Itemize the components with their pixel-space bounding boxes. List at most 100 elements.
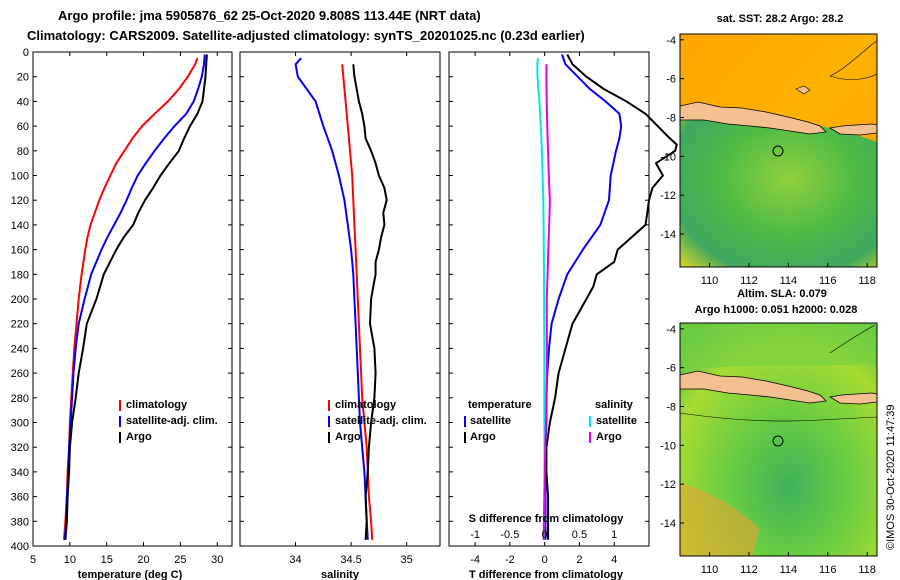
difference-profile-panel: -4 -2 0 2 4 T difference from climatology S … bbox=[448, 51, 678, 580]
x-tick-label: 30 bbox=[211, 554, 223, 566]
lat-tick-label: -10 bbox=[660, 151, 676, 163]
imos-credit: ©IMOS 30-Oct-2020 11:47:39 bbox=[885, 405, 897, 550]
y-tick-label: 240 bbox=[11, 343, 29, 355]
x-tick-label: 0 bbox=[542, 554, 548, 566]
x-tick-label: 4 bbox=[611, 554, 617, 566]
lat-tick-label: -12 bbox=[660, 190, 676, 202]
lat-tick-label: -6 bbox=[666, 74, 676, 86]
x-tick-label: 34.5 bbox=[340, 554, 361, 566]
legend-label-s-argo: Argo bbox=[596, 431, 622, 443]
lat-tick-label: -4 bbox=[666, 324, 676, 336]
y-tick-label: 280 bbox=[11, 393, 29, 405]
sst-map-axes: 110 112 114 116 118 -4 -6 -8 -10 -12 -14 bbox=[660, 35, 876, 287]
s-tick-label: -0.5 bbox=[500, 529, 519, 541]
y-tick-label: 220 bbox=[11, 319, 29, 331]
x-tick-label: 5 bbox=[30, 554, 36, 566]
temperature-line-satellite-adj-clim bbox=[63, 54, 206, 540]
sla-map: Altim. SLA: 0.079 Argo h1000: 0.051 h200… bbox=[660, 288, 878, 576]
salinity-legend: climatology satellite-adj. clim. Argo bbox=[328, 399, 427, 443]
y-tick-label: 320 bbox=[11, 442, 29, 454]
x-tick-label: 35 bbox=[401, 554, 413, 566]
depth-axis: 0 20 40 60 80 100 120 140 160 180 200 220 240 260 280 3… bbox=[11, 47, 232, 553]
x-tick-label: 10 bbox=[64, 554, 76, 566]
java-land bbox=[680, 101, 827, 135]
sst-map-frame bbox=[679, 33, 878, 268]
argo-position-marker bbox=[772, 145, 784, 157]
s-tick-label: -1 bbox=[470, 529, 480, 541]
y-tick-label: 160 bbox=[11, 245, 29, 257]
y-tick-label: 100 bbox=[11, 171, 29, 183]
lon-tick-label: 114 bbox=[780, 275, 798, 287]
x-tick-label: 15 bbox=[101, 554, 113, 566]
lon-tick-label: 118 bbox=[858, 275, 876, 287]
legend-title-salinity: salinity bbox=[595, 399, 634, 411]
bali-lombok-land bbox=[828, 123, 877, 136]
sst-map-title: sat. SST: 28.2 Argo: 28.2 bbox=[717, 13, 844, 25]
lon-tick-label: 116 bbox=[819, 564, 837, 576]
salinity-line-satellite-adj-clim bbox=[294, 57, 369, 540]
lon-tick-label: 110 bbox=[701, 275, 719, 287]
argo-position-marker bbox=[772, 435, 784, 447]
lon-tick-label: 110 bbox=[701, 564, 719, 576]
y-tick-label: 120 bbox=[11, 195, 29, 207]
legend-label-t-satellite: satellite bbox=[470, 415, 511, 427]
lon-tick-label: 116 bbox=[819, 275, 837, 287]
salinity-xlabel: salinity bbox=[321, 569, 360, 580]
legend-title-temperature: temperature bbox=[468, 399, 532, 411]
s-tick-label: 0 bbox=[542, 529, 548, 541]
legend-label-argo: Argo bbox=[335, 431, 361, 443]
bali-lombok-land bbox=[828, 392, 877, 405]
temperature-line-argo bbox=[64, 54, 208, 540]
lat-tick-label: -10 bbox=[660, 440, 676, 452]
salinity-depth-ticks bbox=[240, 51, 440, 547]
t-difference-xlabel: T difference from climatology bbox=[469, 569, 624, 580]
figure-title-line2: Climatology: CARS2009. Satellite-adjuste… bbox=[27, 28, 585, 43]
difference-line-temperature-argo bbox=[545, 54, 678, 540]
coastline-north bbox=[829, 324, 876, 354]
lat-tick-label: -12 bbox=[660, 479, 676, 491]
x-tick-label: 25 bbox=[174, 554, 186, 566]
salinity-axes-frame bbox=[239, 51, 441, 547]
y-tick-label: 180 bbox=[11, 269, 29, 281]
y-tick-label: 340 bbox=[11, 467, 29, 479]
y-tick-label: 400 bbox=[11, 541, 29, 553]
difference-x-axis: -4 -2 0 2 4 bbox=[470, 52, 617, 566]
s-tick-label: 0.5 bbox=[572, 529, 587, 541]
lon-tick-label: 112 bbox=[740, 564, 758, 576]
legend-label-s-satellite: satellite bbox=[596, 415, 637, 427]
sla-map-subtitle: Argo h1000: 0.051 h2000: 0.028 bbox=[695, 304, 858, 316]
sla-north-sea bbox=[680, 323, 877, 371]
legend-label-argo: Argo bbox=[126, 431, 152, 443]
legend-label-satellite: satellite-adj. clim. bbox=[335, 415, 427, 427]
sla-map-title: Altim. SLA: 0.079 bbox=[737, 288, 827, 300]
madura-land bbox=[795, 85, 811, 95]
y-tick-label: 260 bbox=[11, 368, 29, 380]
y-tick-label: 60 bbox=[17, 121, 29, 133]
salinity-series bbox=[294, 57, 388, 540]
sla-positive-anomaly bbox=[680, 483, 760, 556]
depth-contour bbox=[680, 412, 877, 422]
temperature-xlabel: temperature (deg C) bbox=[78, 569, 183, 580]
coastline-north bbox=[829, 41, 877, 80]
legend-label-t-argo: Argo bbox=[470, 431, 496, 443]
sst-cool-sea bbox=[680, 106, 877, 267]
temperature-profile-panel: 0 20 40 60 80 100 120 140 160 180 200 220 240 260 280 3… bbox=[11, 47, 233, 580]
x-tick-label: 34 bbox=[289, 554, 301, 566]
difference-line-salinity-satellite bbox=[536, 58, 546, 540]
sst-map: sat. SST: 28.2 Argo: 28.2 110 112 114 116 11… bbox=[660, 13, 878, 287]
lon-tick-label: 114 bbox=[780, 564, 798, 576]
legend-label-climatology: climatology bbox=[126, 399, 188, 411]
temperature-series bbox=[63, 54, 208, 540]
s-difference-ticks: -1 -0.5 0 0.5 1 bbox=[470, 529, 617, 541]
difference-legend-salinity: salinity satellite Argo bbox=[589, 399, 637, 443]
y-tick-label: 40 bbox=[17, 96, 29, 108]
s-difference-label: S difference from climatology bbox=[469, 513, 625, 525]
x-tick-label: 2 bbox=[576, 554, 582, 566]
figure-title-line1: Argo profile: jma 5905876_62 25-Oct-2020… bbox=[58, 8, 481, 23]
x-tick-label: -2 bbox=[505, 554, 515, 566]
lat-tick-label: -14 bbox=[660, 518, 676, 530]
lat-tick-label: -8 bbox=[666, 401, 676, 413]
lat-tick-label: -4 bbox=[666, 35, 676, 47]
difference-axes-frame bbox=[448, 51, 650, 547]
